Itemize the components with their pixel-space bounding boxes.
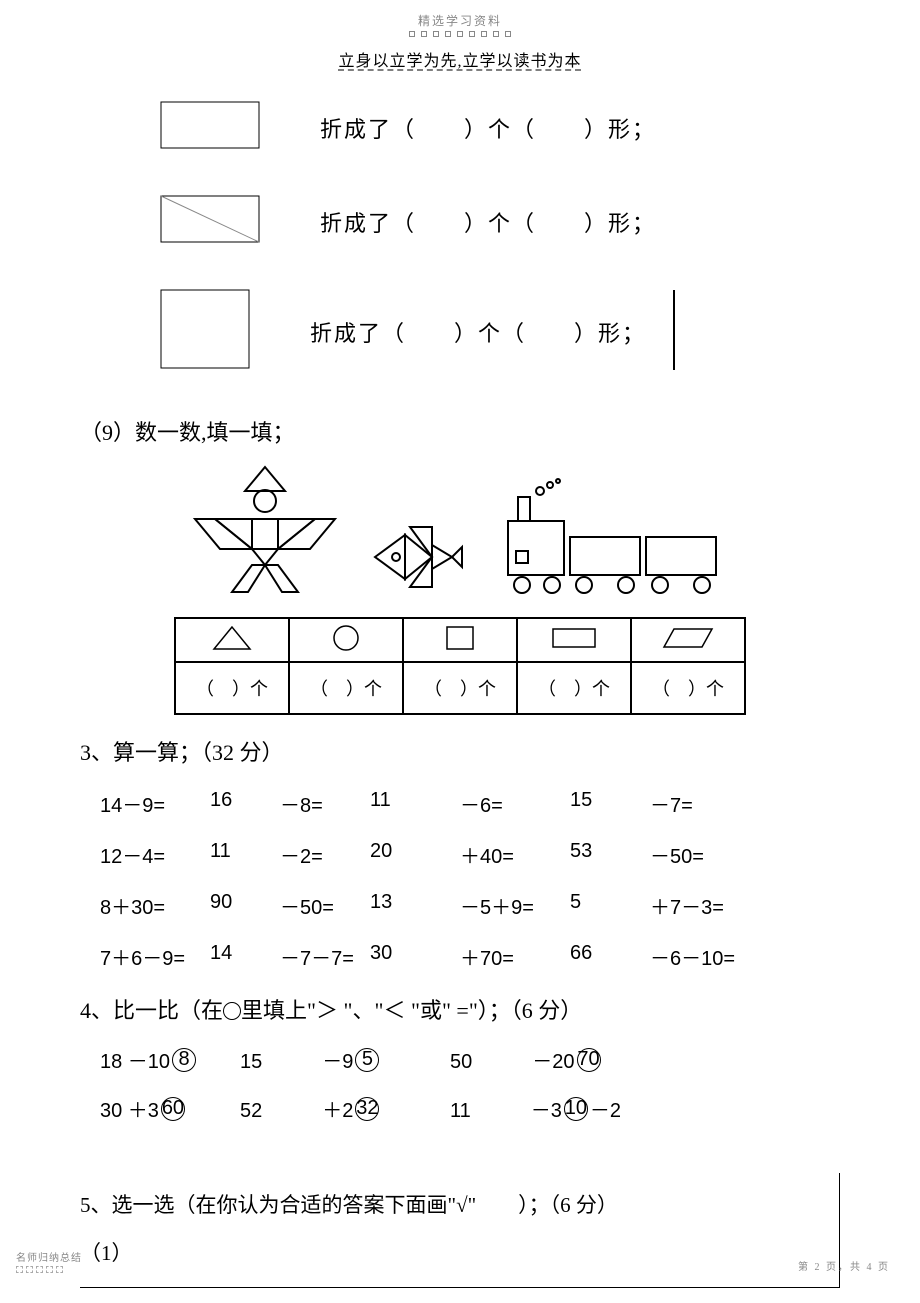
- compare-item: 30 ＋3 60: [100, 1094, 240, 1123]
- vertical-bar: [673, 290, 675, 370]
- arith-cell: －6－10=: [650, 942, 770, 971]
- sec4-title-pre: 4、比一比（在: [80, 998, 223, 1023]
- arith-row: 8＋30=90－50=13－5＋9=5＋7－3=: [100, 891, 840, 920]
- compare-block: 18 －10 815 －9 550 －20 70 30 ＋3 6052 ＋2 32…: [80, 1045, 840, 1123]
- fish-figure-icon: [370, 517, 470, 597]
- arith-cell: －50=: [650, 840, 770, 869]
- arith-row: 12－4=11－2=20＋40=53－50=: [100, 840, 840, 869]
- fold-text-2: 折成了（ ）个（ ）形；: [320, 206, 656, 238]
- footer-right: 第 2 页，共 4 页: [798, 1258, 890, 1273]
- arith-cell: 20: [370, 840, 460, 869]
- compare-circle: 32: [355, 1097, 379, 1121]
- compare-circle: 60: [161, 1097, 185, 1121]
- compare-item: 50 －20 70: [450, 1045, 680, 1074]
- arith-cell: 14: [210, 942, 280, 971]
- arith-cell: －8=: [280, 789, 370, 818]
- fold-row-2: 折成了（ ）个（ ）形；: [160, 195, 840, 249]
- section-5-sub1: （1）: [80, 1237, 823, 1267]
- question-9-title: （9）数一数,填一填；: [80, 415, 840, 447]
- section-5-box: 5、选一选（在你认为合适的答案下面画"√" ）；（6 分） （1）: [80, 1173, 840, 1288]
- fold-text-1: 折成了（ ）个（ ）形；: [320, 112, 656, 144]
- circle-count-cell: （ ）个: [289, 662, 403, 714]
- rectangle-count-cell: （ ）个: [517, 662, 631, 714]
- arith-cell: 13: [370, 891, 460, 920]
- footer-left: 名师归纳总结: [16, 1249, 82, 1273]
- section-4-title: 4、比一比（在里填上"＞ "、"＜ "或" ="）；（6 分）: [80, 993, 840, 1025]
- square-header-icon: [403, 618, 517, 662]
- page-subtitle: 立身以立学为先,立学以读书为本: [80, 47, 840, 71]
- arith-cell: 5: [570, 891, 650, 920]
- parallelogram-header-icon: [631, 618, 745, 662]
- arith-cell: 16: [210, 789, 280, 818]
- page-header-label: 精选学习资料: [80, 0, 840, 29]
- triangle-count-cell: （ ）个: [175, 662, 289, 714]
- compare-row: 18 －10 815 －9 550 －20 70: [100, 1045, 840, 1074]
- picture-row: [80, 457, 840, 597]
- circle-blank-icon: [223, 1002, 241, 1020]
- arithmetic-block: 14－9=16－8=11－6=15－7=12－4=11－2=20＋40=53－5…: [80, 789, 840, 971]
- fold-text-3: 折成了（ ）个（ ）形；: [310, 316, 646, 348]
- circle-header-icon: [289, 618, 403, 662]
- arith-cell: －5＋9=: [460, 891, 570, 920]
- arith-cell: 53: [570, 840, 650, 869]
- section-5-title: 5、选一选（在你认为合适的答案下面画"√" ）；（6 分）: [80, 1189, 823, 1219]
- arith-cell: 8＋30=: [100, 891, 210, 920]
- compare-item: 18 －10 8: [100, 1045, 240, 1074]
- compare-row: 30 ＋3 6052 ＋2 3211 －3 10 －2: [100, 1094, 840, 1123]
- fold-row-3: 折成了（ ）个（ ）形；: [160, 289, 840, 375]
- arith-row: 14－9=16－8=11－6=15－7=: [100, 789, 840, 818]
- arith-cell: ＋7－3=: [650, 891, 770, 920]
- rectangle-diagonal-icon: [160, 195, 260, 249]
- parallelogram-count-cell: （ ）个: [631, 662, 745, 714]
- rectangle-header-icon: [517, 618, 631, 662]
- compare-circle: 8: [172, 1048, 196, 1072]
- arith-cell: 12－4=: [100, 840, 210, 869]
- arith-cell: 7＋6－9=: [100, 942, 210, 971]
- compare-circle: 5: [355, 1048, 379, 1072]
- arith-cell: 30: [370, 942, 460, 971]
- rectangle-icon: [160, 101, 260, 155]
- square-count-cell: （ ）个: [403, 662, 517, 714]
- arith-cell: －6=: [460, 789, 570, 818]
- arith-cell: 66: [570, 942, 650, 971]
- arith-cell: －50=: [280, 891, 370, 920]
- arith-cell: －2=: [280, 840, 370, 869]
- triangle-header-icon: [175, 618, 289, 662]
- arith-cell: 14－9=: [100, 789, 210, 818]
- compare-item: 52 ＋2 32: [240, 1094, 450, 1123]
- arith-cell: －7－7=: [280, 942, 370, 971]
- compare-circle: 70: [577, 1048, 601, 1072]
- header-dots: [80, 31, 840, 37]
- arith-row: 7＋6－9=14－7－7=30＋70=66－6－10=: [100, 942, 840, 971]
- compare-item: 11 －3 10 －2: [450, 1094, 680, 1123]
- arith-cell: 15: [570, 789, 650, 818]
- arith-cell: 11: [210, 840, 280, 869]
- arith-cell: 90: [210, 891, 280, 920]
- train-figure-icon: [500, 477, 730, 597]
- shape-count-table: （ ）个 （ ）个 （ ）个 （ ）个 （ ）个: [174, 617, 746, 715]
- sec4-title-post: 里填上"＞ "、"＜ "或" ="）；（6 分）: [241, 998, 582, 1023]
- robot-figure-icon: [190, 457, 340, 597]
- compare-item: 15 －9 5: [240, 1045, 450, 1074]
- arith-cell: －7=: [650, 789, 770, 818]
- arith-cell: ＋70=: [460, 942, 570, 971]
- fold-row-1: 折成了（ ）个（ ）形；: [160, 101, 840, 155]
- section-3-title: 3、算一算；（32 分）: [80, 735, 840, 767]
- square-icon: [160, 289, 250, 375]
- arith-cell: ＋40=: [460, 840, 570, 869]
- arith-cell: 11: [370, 789, 460, 818]
- compare-circle: 10: [564, 1097, 588, 1121]
